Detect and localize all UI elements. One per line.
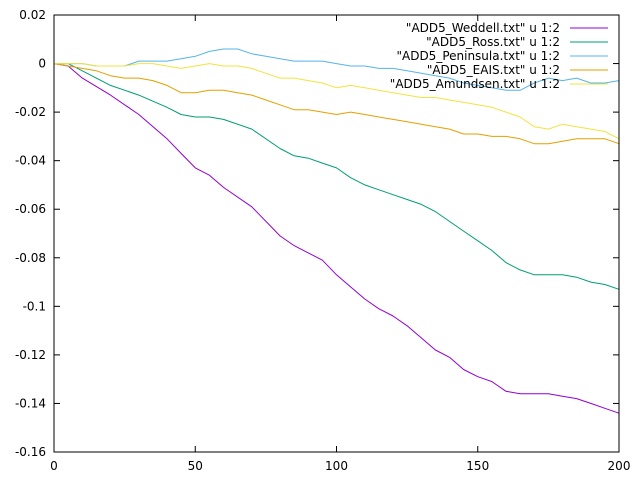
series-line-2 (54, 48, 620, 91)
y-tick-label: -0.1 (23, 299, 46, 313)
legend-label-1: "ADD5_Ross.txt" u 1:2 (426, 35, 560, 49)
y-tick-label: -0.06 (15, 202, 46, 216)
series-line-1 (54, 63, 620, 290)
x-tick-label: 150 (466, 459, 489, 473)
x-tick-label: 100 (325, 459, 348, 473)
legend-label-3: "ADD5_EAIS.txt" u 1:2 (427, 63, 560, 77)
legend-label-2: "ADD5_Peninsula.txt" u 1:2 (396, 49, 560, 63)
legend-label-4: "ADD5_Amundsen.txt" u 1:2 (390, 77, 560, 91)
y-tick-label: -0.08 (15, 251, 46, 265)
series-line-0 (53, 63, 620, 414)
y-tick-label: -0.04 (15, 154, 46, 168)
y-tick-label: 0 (38, 57, 46, 71)
series-line-3 (53, 63, 620, 145)
y-tick-label: -0.14 (15, 396, 46, 410)
y-tick-label: -0.12 (15, 348, 46, 362)
axis-ticks: 0.02 0 -0.02 -0.04 -0.06 -0.08 -0.1 -0.12 -0.14 -… (15, 8, 631, 473)
y-tick-label: 0.02 (19, 8, 46, 22)
series-line-4 (54, 63, 620, 140)
plot-series (53, 48, 620, 414)
y-tick-label: -0.16 (15, 445, 46, 459)
plot-frame (53, 14, 620, 453)
x-tick-label: 50 (188, 459, 203, 473)
legend: "ADD5_Weddell.txt" u 1:2"ADD5_Ross.txt" … (390, 21, 608, 91)
y-tick-label: -0.02 (15, 105, 46, 119)
x-tick-label: 0 (50, 459, 58, 473)
legend-label-0: "ADD5_Weddell.txt" u 1:2 (406, 21, 560, 35)
x-tick-label: 200 (608, 459, 631, 473)
